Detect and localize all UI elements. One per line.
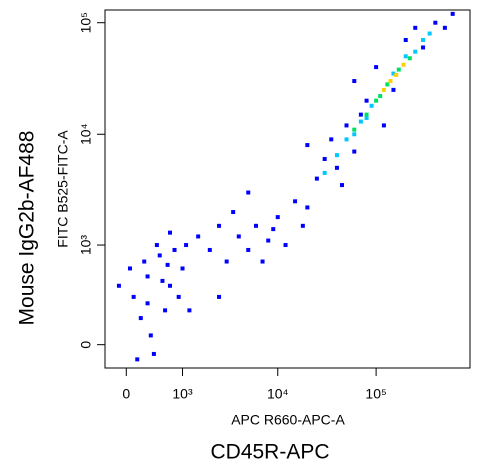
point: [385, 82, 390, 87]
point: [131, 294, 136, 299]
point: [207, 247, 212, 252]
point: [154, 243, 159, 248]
point: [176, 294, 181, 299]
point: [352, 149, 357, 154]
point: [135, 357, 140, 362]
point: [378, 94, 383, 99]
point: [196, 234, 201, 239]
point: [314, 176, 319, 181]
point: [421, 37, 426, 42]
plot-frame: [104, 9, 471, 369]
point: [374, 98, 379, 103]
point: [364, 115, 369, 120]
point: [413, 49, 418, 54]
point: [334, 165, 339, 170]
point: [180, 266, 185, 271]
point: [433, 20, 438, 25]
point: [217, 294, 222, 299]
point: [339, 183, 344, 188]
point: [217, 223, 222, 228]
point: [168, 230, 173, 235]
point: [322, 157, 327, 162]
point: [364, 112, 369, 117]
point: [322, 170, 327, 175]
point: [116, 283, 121, 288]
point: [260, 259, 265, 264]
point: [145, 301, 150, 306]
y-tick-label: 10⁵: [78, 12, 94, 33]
point: [165, 262, 170, 267]
point: [160, 278, 165, 283]
point: [329, 137, 334, 142]
point: [253, 223, 258, 228]
point: [334, 153, 339, 158]
y-tick-label: 0: [78, 341, 94, 349]
point: [407, 56, 412, 61]
point: [224, 259, 229, 264]
point: [421, 45, 426, 50]
point: [184, 243, 189, 248]
point: [442, 25, 447, 30]
x-tick-label: 10⁵: [365, 386, 386, 402]
point: [352, 127, 357, 132]
point: [293, 199, 298, 204]
point: [396, 67, 401, 72]
point: [172, 247, 177, 252]
x-tick-label: 0: [122, 386, 130, 402]
point: [388, 79, 393, 84]
point: [352, 132, 357, 137]
point: [427, 31, 432, 36]
point: [163, 308, 168, 313]
y-tick-label: 10⁴: [78, 123, 94, 145]
point: [271, 227, 276, 232]
x-tick-label: 10³: [172, 386, 193, 402]
x-axis-label: APC R660-APC-A: [231, 412, 345, 428]
point: [168, 283, 173, 288]
point: [246, 247, 251, 252]
point: [403, 37, 408, 42]
point: [231, 210, 236, 215]
point: [401, 62, 406, 67]
point: [374, 65, 379, 70]
point: [403, 54, 408, 59]
point: [138, 316, 143, 321]
point: [369, 103, 374, 108]
point: [413, 25, 418, 30]
point: [127, 266, 132, 271]
point: [358, 112, 363, 117]
point: [300, 223, 305, 228]
point: [450, 11, 455, 16]
x-marker-label: CD45R-APC: [210, 441, 329, 464]
point: [275, 215, 280, 220]
point: [142, 259, 147, 264]
point: [148, 333, 153, 338]
point: [364, 98, 369, 103]
point: [145, 274, 150, 279]
point: [283, 243, 288, 248]
point: [236, 234, 241, 239]
point: [358, 119, 363, 124]
point: [266, 238, 271, 243]
y-tick-label: 10³: [78, 235, 94, 256]
point: [246, 190, 251, 195]
point: [305, 143, 310, 148]
point: [391, 87, 396, 92]
point: [381, 87, 386, 92]
point: [305, 205, 310, 210]
point: [187, 308, 192, 313]
point: [151, 351, 156, 356]
point: [381, 123, 386, 128]
point: [394, 72, 399, 77]
point: [344, 123, 349, 128]
point: [344, 137, 349, 142]
y-axis-label: FITC B525-FITC-A: [55, 130, 71, 248]
point: [157, 253, 162, 258]
x-tick-label: 10⁴: [267, 386, 289, 402]
point: [352, 79, 357, 84]
point: [391, 71, 396, 76]
y-marker-label: Mouse IgG2b-AF488: [16, 131, 39, 326]
